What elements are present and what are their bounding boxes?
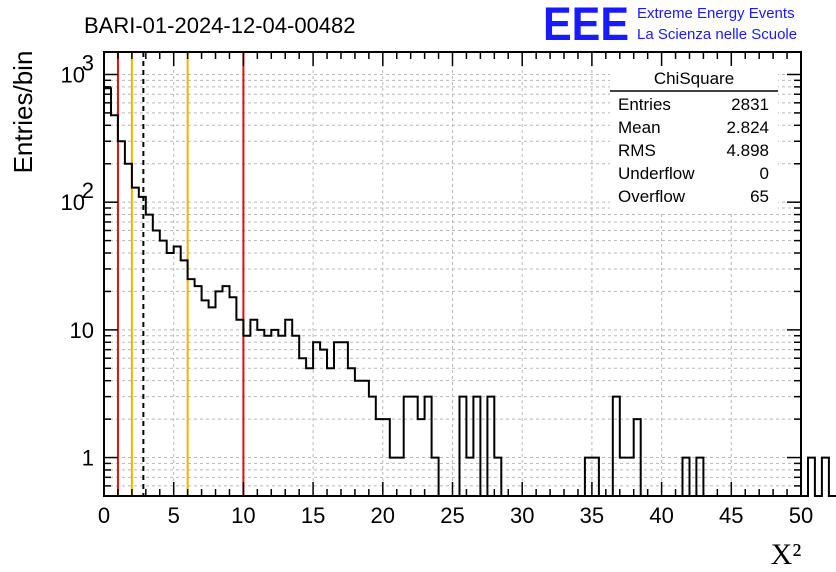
x-tick-label: 5	[168, 503, 180, 528]
x-tick-label: 35	[580, 503, 604, 528]
stats-label-underflow: Underflow	[618, 164, 695, 183]
x-tick-label: 0	[98, 503, 110, 528]
stats-value-mean: 2.824	[726, 118, 769, 137]
logo-line-1: Extreme Energy Events	[637, 5, 795, 22]
y-tick-label: 1	[82, 446, 94, 471]
stats-label-rms: RMS	[618, 141, 656, 160]
eee-logo: EEE Extreme Energy Events La Scienza nel…	[543, 0, 797, 50]
x-axis-label: X²	[771, 538, 802, 571]
x-tick-label: 10	[231, 503, 255, 528]
y-tick-exponent: 2	[82, 178, 94, 203]
stats-value-rms: 4.898	[726, 141, 769, 160]
stats-value-underflow: 0	[760, 164, 769, 183]
stats-box-background	[610, 66, 778, 211]
stats-value-entries: 2831	[731, 95, 769, 114]
x-tick-label: 40	[649, 503, 673, 528]
x-tick-label: 50	[789, 503, 813, 528]
stats-box-name: ChiSquare	[654, 69, 734, 88]
logo-letters: EEE	[543, 0, 629, 50]
stats-label-entries: Entries	[618, 95, 671, 114]
x-tick-label: 15	[301, 503, 325, 528]
y-tick-label: 10	[61, 190, 85, 215]
x-tick-label: 45	[719, 503, 743, 528]
y-tick-exponent: 3	[82, 50, 94, 75]
grid	[104, 52, 801, 496]
axis-ticks	[103, 52, 802, 497]
x-tick-labels: 0 5 10 15 20 25 30 35 40 45 50	[98, 503, 813, 528]
stats-label-overflow: Overflow	[618, 187, 686, 206]
chart-title: BARI-01-2024-12-04-00482	[84, 13, 356, 38]
y-tick-label: 10	[61, 62, 85, 87]
stats-box: ChiSquare Entries 2831 Mean 2.824 RMS 4.…	[610, 66, 778, 211]
x-tick-label: 25	[440, 503, 464, 528]
stats-label-mean: Mean	[618, 118, 661, 137]
logo-line-2: La Scienza nelle Scuole	[637, 26, 797, 43]
y-axis-label: Entries/bin	[8, 51, 38, 174]
x-tick-label: 30	[510, 503, 534, 528]
x-tick-label: 20	[371, 503, 395, 528]
reference-lines	[116, 52, 245, 496]
stats-value-overflow: 65	[750, 187, 769, 206]
y-tick-label: 10	[70, 318, 94, 343]
